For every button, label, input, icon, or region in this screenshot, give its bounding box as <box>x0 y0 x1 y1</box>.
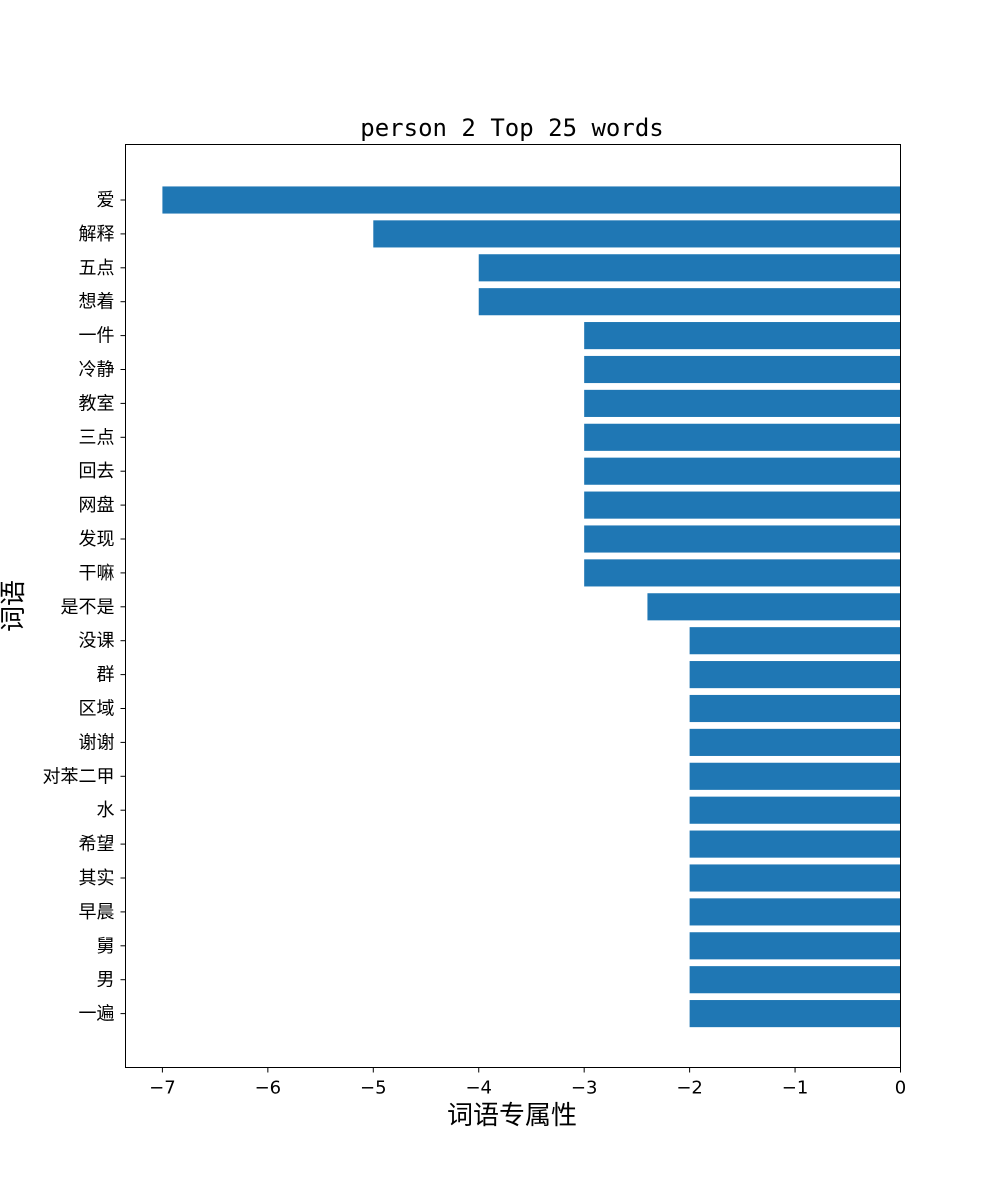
bar-区域 <box>689 694 901 723</box>
bar-爱 <box>162 186 901 214</box>
bar-对苯二甲 <box>689 762 901 790</box>
y-tick-label: 网盘 <box>79 495 115 516</box>
bar-干嘛 <box>584 559 901 587</box>
y-tick-label: 对苯二甲 <box>43 766 115 787</box>
x-tick-label: −7 <box>149 1078 176 1099</box>
x-axis-ticks: −7 −6 −5 −4 −3 −2 −1 0 <box>149 1067 906 1099</box>
y-tick-label: 谢谢 <box>79 732 115 753</box>
bar-谢谢 <box>689 728 901 756</box>
bar-三点 <box>584 423 901 451</box>
bar-发现 <box>584 525 901 553</box>
bar-没课 <box>689 627 901 655</box>
y-tick-label: 教室 <box>79 393 115 414</box>
bar-舅 <box>689 932 901 960</box>
y-tick-label: 其实 <box>79 868 115 889</box>
y-tick-label: 发现 <box>79 529 115 550</box>
y-tick-label: 区域 <box>79 699 115 720</box>
x-tick-label: −3 <box>571 1078 598 1099</box>
bar-希望 <box>689 830 901 858</box>
x-tick-label: 0 <box>895 1078 906 1099</box>
bar-男 <box>689 966 901 994</box>
bar-冷静 <box>584 355 901 384</box>
y-tick-label: 冷静 <box>79 360 115 381</box>
y-tick-label: 五点 <box>79 258 115 279</box>
bar-是不是 <box>647 593 901 621</box>
bar-五点 <box>478 254 901 282</box>
y-tick-label: 水 <box>97 800 115 821</box>
x-tick-label: −2 <box>676 1078 703 1099</box>
bar-想着 <box>478 288 901 316</box>
y-tick-label: 没课 <box>79 631 115 652</box>
y-tick-label: 三点 <box>79 427 115 448</box>
y-tick-label: 一件 <box>79 326 115 347</box>
y-tick-label: 干嘛 <box>79 563 115 584</box>
y-tick-label: 想着 <box>79 292 115 313</box>
bar-其实 <box>689 864 901 892</box>
y-tick-label: 爱 <box>97 190 115 211</box>
bar-群 <box>689 661 901 689</box>
y-tick-label: 舅 <box>97 936 115 957</box>
y-tick-label: 一遍 <box>79 1004 115 1025</box>
y-tick-label: 希望 <box>79 834 115 855</box>
bar-早晨 <box>689 898 901 926</box>
bar-解释 <box>373 220 901 248</box>
y-tick-label: 解释 <box>79 224 115 245</box>
bar-水 <box>689 796 901 824</box>
plot-frame <box>125 144 901 1068</box>
x-axis-label: 词语专属性 <box>447 1101 577 1131</box>
x-tick-label: −1 <box>782 1078 809 1099</box>
y-axis-ticks: 爱解释五点想着一件冷静教室三点回去网盘发现干嘛是不是没课群区域谢谢对苯二甲水希望… <box>43 190 126 1025</box>
x-tick-label: −6 <box>255 1078 282 1099</box>
bar-回去 <box>584 457 901 485</box>
chart-title: person 2 Top 25 words <box>360 114 663 142</box>
y-tick-label: 男 <box>97 970 115 991</box>
bar-教室 <box>584 389 901 417</box>
bar-一遍 <box>689 1000 901 1028</box>
x-tick-label: −5 <box>360 1078 387 1099</box>
y-axis-label: 词语 <box>0 580 29 632</box>
bar-网盘 <box>584 491 901 519</box>
bars-group <box>162 186 901 1028</box>
y-tick-label: 早晨 <box>79 902 115 923</box>
y-tick-label: 回去 <box>79 461 115 482</box>
y-tick-label: 是不是 <box>61 597 115 618</box>
bar-一件 <box>584 322 901 350</box>
y-tick-label: 群 <box>97 665 115 686</box>
x-tick-label: −4 <box>465 1078 492 1099</box>
